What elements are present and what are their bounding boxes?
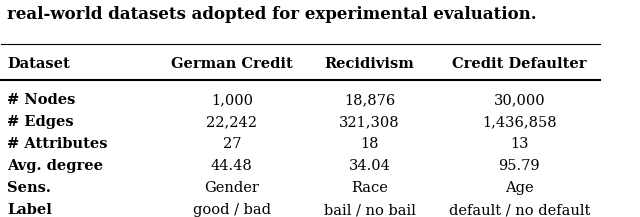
Text: bail / no bail: bail / no bail <box>324 203 415 217</box>
Text: # Edges: # Edges <box>8 115 74 129</box>
Text: 1,000: 1,000 <box>211 93 253 107</box>
Text: real-world datasets adopted for experimental evaluation.: real-world datasets adopted for experime… <box>8 6 537 23</box>
Text: 321,308: 321,308 <box>339 115 400 129</box>
Text: Race: Race <box>351 181 388 195</box>
Text: 22,242: 22,242 <box>206 115 257 129</box>
Text: German Credit: German Credit <box>171 57 292 71</box>
Text: 95.79: 95.79 <box>499 159 540 173</box>
Text: 30,000: 30,000 <box>493 93 545 107</box>
Text: good / bad: good / bad <box>193 203 271 217</box>
Text: 27: 27 <box>223 137 241 151</box>
Text: default / no default: default / no default <box>449 203 590 217</box>
Text: 1,436,858: 1,436,858 <box>482 115 557 129</box>
Text: 34.04: 34.04 <box>349 159 390 173</box>
Text: Recidivism: Recidivism <box>324 57 415 71</box>
Text: 44.48: 44.48 <box>211 159 253 173</box>
Text: Label: Label <box>8 203 52 217</box>
Text: Dataset: Dataset <box>8 57 70 71</box>
Text: 13: 13 <box>510 137 529 151</box>
Text: Age: Age <box>505 181 534 195</box>
Text: Avg. degree: Avg. degree <box>8 159 104 173</box>
Text: Gender: Gender <box>204 181 259 195</box>
Text: 18: 18 <box>360 137 379 151</box>
Text: 18,876: 18,876 <box>344 93 395 107</box>
Text: Sens.: Sens. <box>8 181 51 195</box>
Text: # Attributes: # Attributes <box>8 137 108 151</box>
Text: Credit Defaulter: Credit Defaulter <box>452 57 586 71</box>
Text: # Nodes: # Nodes <box>8 93 76 107</box>
